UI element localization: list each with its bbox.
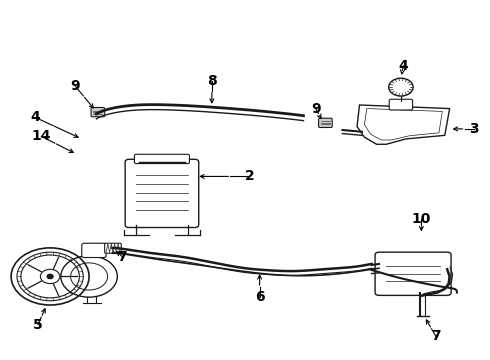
FancyBboxPatch shape bbox=[91, 108, 105, 117]
Text: 9: 9 bbox=[71, 80, 80, 93]
Circle shape bbox=[47, 274, 53, 279]
Text: 14: 14 bbox=[31, 129, 51, 143]
FancyBboxPatch shape bbox=[389, 99, 413, 110]
FancyBboxPatch shape bbox=[125, 159, 199, 228]
Text: 4: 4 bbox=[30, 111, 40, 125]
Circle shape bbox=[389, 78, 413, 96]
Text: 5: 5 bbox=[33, 318, 43, 332]
Text: 4: 4 bbox=[398, 59, 408, 73]
FancyBboxPatch shape bbox=[318, 118, 332, 127]
Text: 6: 6 bbox=[255, 290, 265, 304]
Text: 7: 7 bbox=[118, 250, 127, 264]
FancyBboxPatch shape bbox=[82, 243, 106, 257]
FancyBboxPatch shape bbox=[105, 243, 121, 253]
FancyBboxPatch shape bbox=[134, 154, 190, 163]
Text: 7: 7 bbox=[431, 329, 441, 343]
Text: 3: 3 bbox=[469, 122, 479, 136]
Text: 8: 8 bbox=[207, 74, 217, 88]
Polygon shape bbox=[357, 105, 450, 144]
FancyBboxPatch shape bbox=[375, 252, 451, 296]
Text: 9: 9 bbox=[311, 102, 320, 116]
Text: 2: 2 bbox=[245, 170, 255, 184]
Text: 10: 10 bbox=[412, 212, 431, 226]
